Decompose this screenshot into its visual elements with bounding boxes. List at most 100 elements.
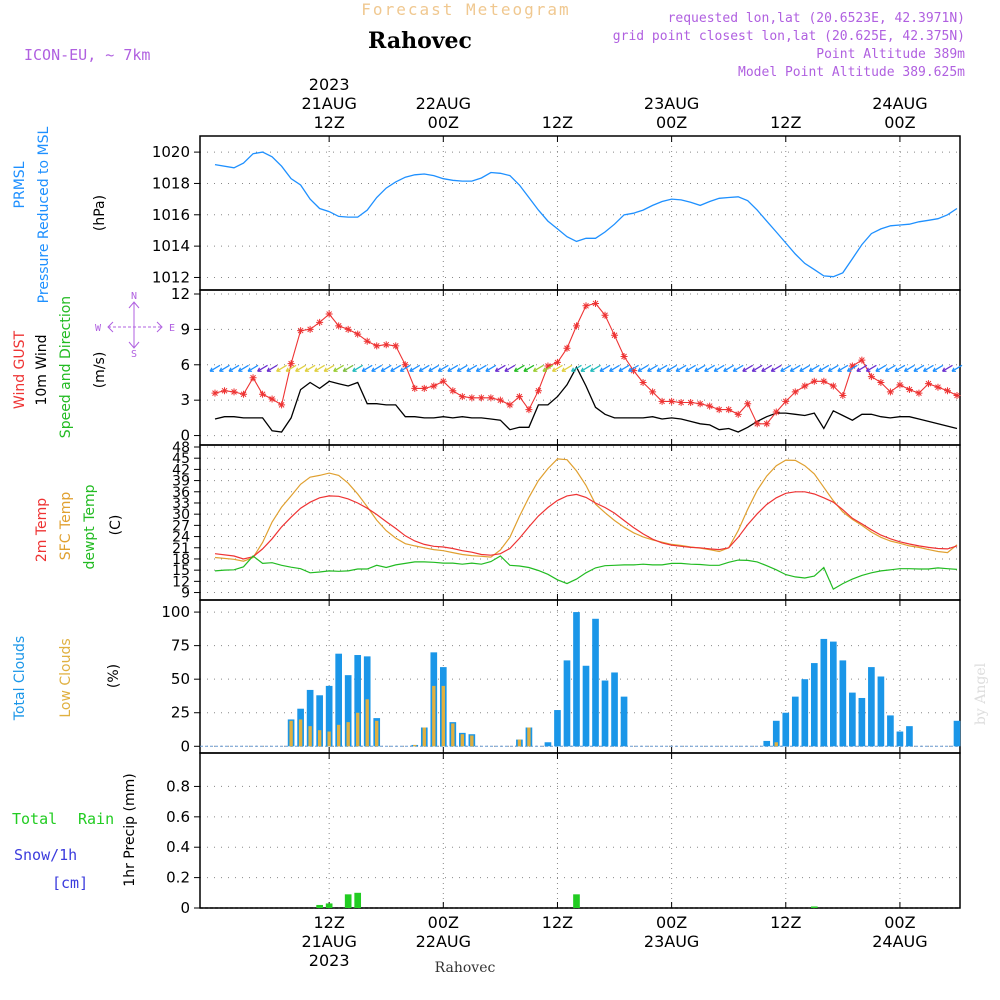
low-cloud-bar [451, 723, 455, 747]
gust-marker [886, 388, 894, 396]
panel-precip: 0 0.2 0.4 0.6 0.8 [166, 752, 961, 917]
model-altitude: Model Point Altitude 389.625m [738, 65, 965, 80]
wind-dir-arrow [713, 364, 725, 372]
gust-marker [943, 387, 951, 395]
gust-marker [278, 401, 286, 409]
wind-dir-arrow [570, 364, 582, 372]
gust-marker [287, 360, 295, 368]
wind-dir-arrow [609, 364, 620, 372]
bottom-time-label: 12Z [770, 913, 801, 932]
wind-dir-arrow [475, 364, 487, 372]
rain-bar [316, 904, 323, 908]
total-cloud-bar [877, 676, 885, 747]
gust-label: Wind GUST [12, 330, 28, 409]
gust-marker [620, 353, 628, 361]
total-cloud-bar [896, 731, 904, 747]
low-cloud-bar [422, 727, 426, 747]
gust-marker [744, 400, 752, 408]
compass-west: W [95, 323, 102, 334]
compass-south: S [131, 349, 137, 360]
wind-dir-arrow [532, 364, 544, 372]
bottom-time-label: 2023 [309, 951, 350, 970]
frame-pressure [199, 135, 961, 291]
total-cloud-bar [601, 680, 609, 747]
low-cloud-bar [337, 724, 341, 747]
total-cloud-bar [810, 663, 818, 747]
dewpt-line [214, 555, 958, 591]
wind-dir-arrow [437, 364, 449, 372]
total-cloud-bar [839, 660, 847, 747]
ytick-label-clouds: 100 [161, 603, 190, 621]
gust-marker [563, 344, 571, 352]
ytick-label-clouds: 25 [171, 704, 190, 722]
ytick-label-temp: 33 [172, 496, 190, 512]
wind-dir-arrow [504, 364, 516, 372]
gust-marker [611, 331, 619, 339]
wind-dir-arrow [390, 364, 402, 372]
total-cloud-bar [763, 740, 771, 747]
gust-marker [335, 322, 343, 330]
wind-speed-line [214, 365, 958, 433]
super-title: Forecast Meteogram [361, 0, 570, 19]
wind-dir-arrow [922, 364, 934, 372]
wind-dir-arrow [837, 364, 849, 372]
gust-marker [363, 337, 371, 345]
wind-dir-arrow [884, 364, 896, 372]
model-label: ICON-EU, ~ 7km [24, 46, 150, 64]
ytick-label-pressure: 1020 [152, 143, 190, 161]
total-cloud-bar [592, 618, 599, 747]
wind-dir-arrow [628, 364, 639, 372]
gust-marker [953, 391, 961, 399]
gust-marker [515, 393, 523, 401]
gust-marker [553, 358, 561, 366]
ytick-label-wind: 9 [180, 320, 190, 338]
low-cloud-bar [375, 720, 379, 747]
wind-dir-arrow [941, 364, 953, 372]
gust-marker [630, 367, 638, 375]
rain-bar [354, 892, 362, 908]
gust-marker [734, 410, 742, 418]
precip-rain-label: Rain [78, 810, 114, 828]
total-cloud-bar [573, 612, 580, 747]
wind-dir-arrow [352, 364, 364, 372]
gust-marker [753, 420, 761, 428]
gust-marker [687, 399, 695, 407]
gust-marker [211, 389, 219, 397]
wind-dir-arrow [656, 364, 668, 372]
gust-marker [801, 382, 809, 390]
wind-dir-arrow [238, 364, 249, 372]
wind-dir-arrow [789, 364, 801, 372]
wind-dir-arrow [818, 364, 830, 372]
bottom-time-label: 00Z [428, 913, 459, 932]
low-cloud-bar [460, 734, 464, 747]
low-cloud-bar [432, 685, 436, 747]
total-cloud-bar [554, 710, 561, 747]
wind-dir-label: Speed and Direction [58, 296, 74, 438]
wind-dir-arrow [894, 364, 906, 372]
low-cloud-bar [308, 726, 312, 747]
pressure-label-2: Pressure Reduced to MSL [36, 126, 52, 303]
sfc-temp-label: SFC Temp [58, 492, 74, 561]
total-cloud-bar [325, 685, 333, 747]
wind-dir-arrow [209, 364, 221, 372]
wind-dir-arrow [856, 364, 868, 372]
frame-precip [199, 752, 961, 909]
low-cloud-bar [356, 712, 360, 747]
ytick-label-pressure: 1018 [152, 174, 190, 192]
gust-marker [572, 322, 580, 330]
gust-marker [706, 402, 714, 410]
total-cloud-bar [306, 689, 314, 747]
wind-dir-arrow [466, 364, 478, 372]
ytick-label-temp: 45 [172, 451, 190, 467]
compass-arrowheads [107, 301, 163, 349]
gust-marker [820, 377, 828, 385]
ytick-label-precip: 0 [180, 899, 190, 917]
wind-dir-arrow [875, 364, 887, 372]
requested-coords: requested lon,lat (20.6523E, 42.3971N) [668, 11, 965, 26]
gust-marker [496, 396, 504, 404]
gust-marker [915, 389, 923, 397]
panels: 1012101410161018102003691291215182124273… [152, 135, 961, 917]
bottom-time-label: 23AUG [644, 932, 699, 951]
total-cloud-bar [611, 672, 618, 747]
low-cloud-bar [774, 742, 778, 747]
